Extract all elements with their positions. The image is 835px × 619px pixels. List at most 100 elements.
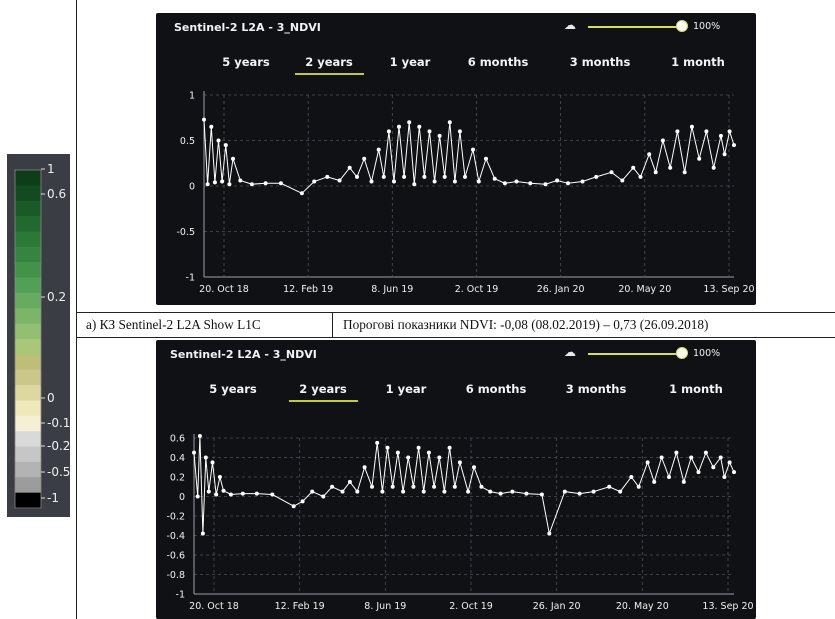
data-point — [539, 492, 544, 497]
data-point — [254, 491, 259, 496]
data-point — [340, 489, 345, 494]
y-tick-label: 0.6 — [170, 434, 185, 445]
data-point — [216, 138, 221, 143]
data-point — [214, 492, 219, 497]
data-point — [263, 181, 268, 186]
legend-label: -0.5 — [47, 465, 70, 479]
opacity-slider[interactable] — [588, 353, 681, 355]
data-point — [240, 491, 245, 496]
data-point — [580, 179, 585, 184]
data-point — [442, 489, 447, 494]
data-point — [659, 455, 664, 460]
tab-2-years[interactable]: 2 years — [305, 55, 353, 69]
data-point — [479, 484, 484, 489]
y-tick-label: 0.5 — [180, 136, 195, 147]
legend-swatch — [15, 415, 41, 432]
legend-swatch — [15, 323, 41, 340]
tab-6-months[interactable]: 6 months — [467, 55, 529, 69]
data-point — [514, 179, 519, 184]
tab-5-years[interactable]: 5 years — [222, 55, 270, 69]
data-point — [355, 489, 360, 494]
x-tick-label: 20. Oct 18 — [199, 284, 249, 295]
data-point — [299, 191, 304, 196]
data-point — [422, 174, 427, 179]
data-point — [447, 445, 452, 450]
legend-label: 0 — [47, 391, 55, 405]
selected-tab-underline — [295, 73, 364, 75]
caption-border-bottom — [76, 337, 835, 338]
data-point — [652, 479, 657, 484]
data-point — [668, 165, 673, 170]
tab-1-month[interactable]: 1 month — [671, 55, 725, 69]
data-point — [210, 460, 215, 465]
chart-panel-bottom: Sentinel-2 L2A - 3_NDVI ☁ 100% 5 years 2… — [156, 340, 756, 619]
data-point — [407, 120, 412, 125]
data-point — [492, 176, 497, 181]
data-point — [636, 484, 641, 489]
data-point — [667, 475, 671, 479]
opacity-slider-handle[interactable] — [676, 20, 688, 32]
data-point — [375, 440, 380, 445]
data-point — [594, 174, 599, 179]
x-tick-label: 20. May 20 — [616, 601, 669, 612]
caption-left: а) КЗ Sentinel-2 L2A Show L1C — [86, 317, 261, 332]
tab-5-years[interactable]: 5 years — [209, 382, 257, 396]
tab-6-months[interactable]: 6 months — [465, 382, 527, 396]
y-tick-label: 0 — [179, 492, 185, 503]
data-point — [722, 475, 727, 479]
data-point — [452, 484, 457, 489]
tab-1-year[interactable]: 1 year — [385, 382, 427, 396]
legend-swatch — [15, 185, 41, 202]
data-point — [432, 484, 437, 489]
data-point — [312, 179, 317, 184]
tab-1-month[interactable]: 1 month — [669, 382, 723, 396]
opacity-value: 100% — [693, 21, 721, 32]
legend-swatch — [15, 277, 41, 294]
panel-title: Sentinel-2 L2A - 3_NDVI — [170, 348, 317, 361]
opacity-slider-handle[interactable] — [676, 347, 688, 359]
tab-2-years[interactable]: 2 years — [299, 382, 347, 396]
data-point — [498, 491, 503, 496]
data-point — [718, 133, 723, 138]
data-point — [653, 170, 658, 175]
data-point — [347, 479, 352, 484]
tab-3-months[interactable]: 3 months — [565, 382, 627, 396]
x-tick-label: 13. Sep 20 — [702, 601, 753, 612]
caption-right: Порогові показники NDVI: -0,08 (08.02.20… — [343, 317, 709, 332]
legend-swatch — [15, 231, 41, 248]
x-tick-label: 12. Feb 19 — [275, 601, 325, 612]
opacity-slider[interactable] — [588, 26, 681, 28]
data-point — [722, 152, 727, 157]
data-point — [421, 489, 426, 494]
data-point — [457, 129, 462, 134]
data-point — [463, 174, 467, 179]
data-point — [711, 165, 716, 170]
data-point — [278, 181, 283, 186]
tab-1-year[interactable]: 1 year — [389, 55, 431, 69]
legend-swatch — [15, 292, 41, 309]
data-point — [231, 156, 235, 161]
tab-3-months[interactable]: 3 months — [569, 55, 631, 69]
data-point — [416, 445, 421, 450]
data-point — [681, 479, 686, 484]
legend-label: 0.2 — [47, 290, 66, 304]
legend-scale: 1 0.6 0.2 0 -0.1 -0.2 -0.5 -1 — [14, 162, 70, 509]
data-point — [203, 455, 208, 460]
data-point — [380, 489, 385, 494]
legend-swatch — [15, 262, 41, 279]
data-point — [472, 465, 476, 470]
data-point — [660, 138, 665, 143]
data-point — [607, 484, 612, 489]
legend-swatch — [15, 461, 41, 478]
data-point — [620, 178, 625, 183]
data-point — [437, 133, 442, 138]
data-point — [300, 499, 305, 504]
y-tick-label: 1 — [189, 91, 195, 102]
data-point — [381, 174, 386, 179]
data-point — [484, 156, 488, 161]
data-point — [674, 450, 679, 455]
data-point — [711, 465, 716, 470]
data-point — [426, 450, 431, 455]
data-point — [689, 455, 694, 460]
y-tick-label: -0.6 — [166, 551, 185, 562]
